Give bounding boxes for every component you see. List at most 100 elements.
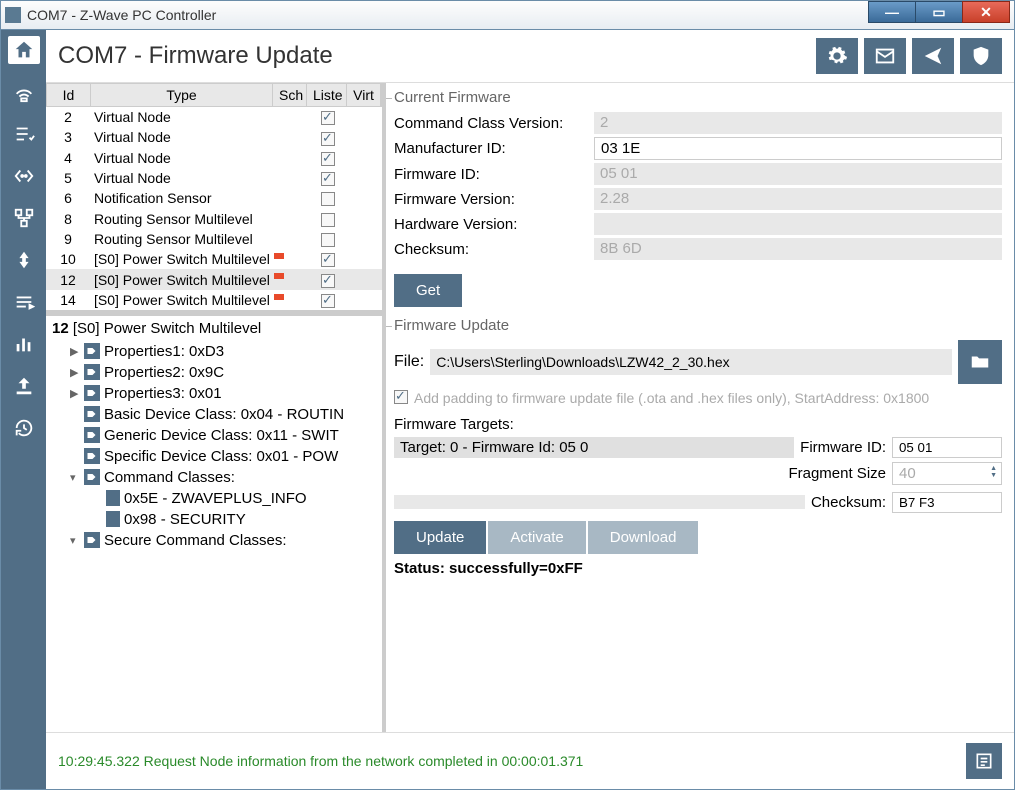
tree-item-label: 0x5E - ZWAVEPLUS_INFO — [124, 490, 307, 507]
cell-listening — [308, 190, 348, 206]
sidebar-history[interactable] — [8, 414, 40, 442]
tree-item[interactable]: ▶Properties1: 0xD3 — [52, 341, 376, 362]
table-row[interactable]: 10[S0] Power Switch Multilevel — [46, 249, 382, 269]
target-fid-input[interactable] — [892, 437, 1002, 458]
target-chk-label: Checksum: — [811, 494, 886, 511]
col-sch[interactable]: Sch — [273, 84, 307, 106]
current-firmware-section: Current Firmware Command Class Version:2… — [394, 89, 1002, 307]
sidebar-route[interactable] — [8, 246, 40, 274]
cell-listening — [308, 231, 348, 247]
table-row[interactable]: 3Virtual Node — [46, 127, 382, 147]
table-row[interactable]: 4Virtual Node — [46, 148, 382, 168]
doc-icon — [106, 490, 120, 506]
cell-type: Virtual Node — [90, 150, 274, 166]
header-send-button[interactable] — [912, 38, 954, 74]
target-selected[interactable]: Target: 0 - Firmware Id: 05 0 — [394, 437, 794, 458]
target-chk-input[interactable] — [892, 492, 1002, 513]
mid-label: Manufacturer ID: — [394, 140, 594, 157]
app-icon — [5, 7, 21, 23]
hver-label: Hardware Version: — [394, 216, 594, 233]
tag-icon — [84, 532, 100, 548]
page-title: COM7 - Firmware Update — [58, 42, 816, 70]
file-path: C:\Users\Sterling\Downloads\LZW42_2_30.h… — [430, 349, 952, 375]
tree-item-label: 0x98 - SECURITY — [124, 511, 246, 528]
table-row[interactable]: 6Notification Sensor — [46, 188, 382, 208]
tag-icon — [84, 385, 100, 401]
doc-icon — [106, 511, 120, 527]
window-close-button[interactable]: ✕ — [962, 1, 1010, 23]
sidebar-queue[interactable] — [8, 288, 40, 316]
fid-value: 05 01 — [594, 163, 1002, 185]
sidebar-code[interactable] — [8, 162, 40, 190]
window-minimize-button[interactable]: — — [868, 1, 916, 23]
cell-id: 2 — [46, 109, 90, 125]
fver-value: 2.28 — [594, 188, 1002, 210]
firmware-update-legend: Firmware Update — [394, 317, 1002, 334]
mid-input[interactable] — [594, 137, 1002, 160]
page-header: COM7 - Firmware Update — [46, 30, 1014, 82]
update-progress — [394, 495, 805, 509]
col-virt[interactable]: Virt — [347, 84, 381, 106]
cell-id: 14 — [46, 292, 90, 308]
cell-id: 6 — [46, 190, 90, 206]
header-mail-button[interactable] — [864, 38, 906, 74]
chk-label: Checksum: — [394, 241, 594, 258]
table-row[interactable]: 8Routing Sensor Multilevel — [46, 208, 382, 228]
cell-listening — [308, 271, 348, 287]
tree-item[interactable]: ▾Command Classes: — [52, 467, 376, 488]
tree-item[interactable]: ▶Properties3: 0x01 — [52, 383, 376, 404]
tree-item[interactable]: Specific Device Class: 0x01 - POW — [52, 446, 376, 467]
ccv-label: Command Class Version: — [394, 115, 594, 132]
tree-item[interactable]: ▶Properties2: 0x9C — [52, 362, 376, 383]
cell-listening — [308, 210, 348, 226]
table-row[interactable]: 5Virtual Node — [46, 168, 382, 188]
sidebar-topology[interactable] — [8, 204, 40, 232]
col-listening[interactable]: Liste — [307, 84, 347, 106]
tree-item[interactable]: Basic Device Class: 0x04 - ROUTIN — [52, 404, 376, 425]
sidebar-home[interactable] — [8, 36, 40, 64]
firmware-update-section: Firmware Update File: C:\Users\Sterling\… — [394, 317, 1002, 577]
tree-item-label: Properties1: 0xD3 — [104, 343, 224, 360]
update-button[interactable]: Update — [394, 521, 486, 554]
table-row[interactable]: 2Virtual Node — [46, 107, 382, 127]
cell-type: [S0] Power Switch Multilevel — [90, 251, 274, 267]
tree-item-label: Command Classes: — [104, 469, 235, 486]
target-fid-label: Firmware ID: — [800, 439, 886, 456]
fragment-size-input[interactable]: 40 — [892, 462, 1002, 485]
tree-item[interactable]: ▾Secure Command Classes: — [52, 530, 376, 551]
get-button[interactable]: Get — [394, 274, 462, 307]
sidebar-stats[interactable] — [8, 330, 40, 358]
node-table: Id Type Sch Liste Virt 2Virtual Node3Vir… — [46, 83, 382, 310]
sidebar-list[interactable] — [8, 120, 40, 148]
sidebar-upload[interactable] — [8, 372, 40, 400]
table-row[interactable]: 14[S0] Power Switch Multilevel — [46, 290, 382, 310]
download-button[interactable]: Download — [588, 521, 699, 554]
cell-id: 5 — [46, 170, 90, 186]
current-firmware-legend: Current Firmware — [394, 89, 1002, 106]
ccv-value: 2 — [594, 112, 1002, 134]
cell-type: Routing Sensor Multilevel — [90, 231, 274, 247]
sidebar-network[interactable] — [8, 78, 40, 106]
col-type[interactable]: Type — [91, 84, 273, 106]
tree-item-label: Secure Command Classes: — [104, 532, 287, 549]
padding-checkbox[interactable] — [394, 390, 408, 404]
window-maximize-button[interactable]: ▭ — [915, 1, 963, 23]
cell-id: 3 — [46, 129, 90, 145]
browse-button[interactable] — [958, 340, 1002, 384]
table-row[interactable]: 9Routing Sensor Multilevel — [46, 229, 382, 249]
tree-item-label: Basic Device Class: 0x04 - ROUTIN — [104, 406, 344, 423]
tree-item-label: Specific Device Class: 0x01 - POW — [104, 448, 338, 465]
col-id[interactable]: Id — [47, 84, 91, 106]
targets-label: Firmware Targets: — [394, 416, 1002, 433]
footer: 10:29:45.322 Request Node information fr… — [46, 732, 1014, 789]
table-row[interactable]: 12[S0] Power Switch Multilevel — [46, 269, 382, 289]
fragment-size-label: Fragment Size — [788, 465, 886, 482]
log-button[interactable] — [966, 743, 1002, 779]
cell-type: [S0] Power Switch Multilevel — [90, 272, 274, 288]
header-shield-button[interactable] — [960, 38, 1002, 74]
tree-item[interactable]: 0x5E - ZWAVEPLUS_INFO — [52, 488, 376, 509]
activate-button[interactable]: Activate — [488, 521, 585, 554]
tree-item[interactable]: Generic Device Class: 0x11 - SWIT — [52, 425, 376, 446]
tree-item[interactable]: 0x98 - SECURITY — [52, 509, 376, 530]
header-settings-button[interactable] — [816, 38, 858, 74]
